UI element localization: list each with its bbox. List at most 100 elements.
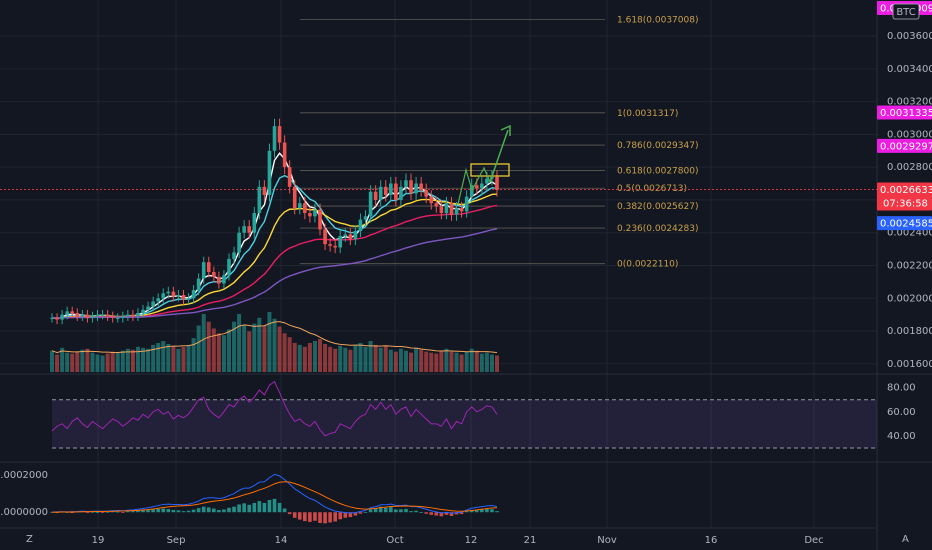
fibonacci-retracement[interactable]: 1.618(0.0037008) 1(0.0031317) 0.786(0.0029…: [0, 16, 877, 270]
candle-body[interactable]: [60, 314, 64, 320]
candle-body[interactable]: [303, 203, 307, 214]
candle-body[interactable]: [50, 317, 54, 319]
candle-body[interactable]: [237, 232, 241, 253]
candle-body[interactable]: [348, 234, 353, 240]
candle-body[interactable]: [70, 311, 75, 314]
candle-body[interactable]: [282, 142, 287, 168]
candle-body[interactable]: [464, 196, 469, 212]
wave-drawing[interactable]: [457, 166, 491, 205]
candle-body[interactable]: [227, 258, 231, 276]
candle-body[interactable]: [75, 313, 80, 317]
candle-body[interactable]: [100, 314, 105, 316]
candlesticks[interactable]: [50, 118, 499, 325]
candle-body[interactable]: [358, 219, 363, 232]
corner-right-label[interactable]: A: [902, 534, 909, 545]
candle-body[interactable]: [389, 183, 393, 196]
price-tag-bg: [877, 216, 932, 231]
candle-body[interactable]: [287, 167, 292, 187]
candle-body[interactable]: [333, 245, 337, 248]
candle-body[interactable]: [191, 290, 196, 299]
candle-body[interactable]: [480, 183, 484, 189]
candle-body[interactable]: [95, 314, 100, 317]
candle-body[interactable]: [292, 186, 297, 209]
candle-body[interactable]: [454, 208, 459, 215]
candle-body[interactable]: [126, 314, 130, 317]
candle-body[interactable]: [308, 213, 312, 217]
candle-body[interactable]: [232, 252, 236, 259]
candle-body[interactable]: [222, 275, 226, 284]
candle-body[interactable]: [196, 278, 201, 291]
candle-body[interactable]: [449, 203, 454, 215]
candle-body[interactable]: [120, 316, 125, 318]
candle-body[interactable]: [394, 183, 398, 200]
candle-body[interactable]: [267, 150, 272, 196]
candle-body[interactable]: [242, 226, 246, 233]
candle-body[interactable]: [313, 209, 317, 217]
candle-body[interactable]: [105, 314, 110, 317]
candle-body[interactable]: [176, 294, 181, 297]
candle-body[interactable]: [343, 234, 348, 236]
candle-body[interactable]: [444, 203, 449, 214]
candle-body[interactable]: [252, 213, 257, 233]
rectangle-drawing[interactable]: [470, 163, 510, 177]
candle-body[interactable]: [272, 126, 277, 151]
candle-body[interactable]: [90, 316, 95, 318]
candle-body[interactable]: [434, 203, 439, 207]
volume-bar: [338, 345, 343, 372]
user-drawings[interactable]: [457, 124, 511, 205]
projection-arrow-line[interactable]: [489, 129, 509, 183]
candle-body[interactable]: [429, 196, 434, 204]
candle-body[interactable]: [262, 186, 267, 196]
candle-body[interactable]: [110, 316, 115, 318]
candle-body[interactable]: [424, 190, 429, 197]
candle-body[interactable]: [404, 180, 408, 187]
candle-body[interactable]: [363, 216, 368, 220]
candle-body[interactable]: [212, 272, 216, 277]
candle-body[interactable]: [439, 206, 444, 214]
candle-body[interactable]: [338, 235, 343, 248]
candle-body[interactable]: [171, 291, 176, 297]
candle-body[interactable]: [257, 186, 262, 214]
candle-body[interactable]: [217, 276, 221, 284]
candle-body[interactable]: [55, 317, 59, 320]
candle-body[interactable]: [206, 262, 211, 273]
candle-body[interactable]: [353, 231, 358, 240]
candle-body[interactable]: [328, 244, 332, 246]
candle-body[interactable]: [378, 186, 383, 200]
candle-body[interactable]: [414, 183, 418, 194]
candle-body[interactable]: [419, 183, 423, 191]
candle-body[interactable]: [181, 294, 186, 300]
corner-left-label[interactable]: Z: [26, 534, 33, 545]
candle-body[interactable]: [323, 229, 327, 245]
candle-body[interactable]: [368, 191, 373, 217]
candle-body[interactable]: [65, 311, 69, 315]
candle-body[interactable]: [136, 313, 140, 317]
candle-body[interactable]: [459, 208, 464, 212]
candle-body[interactable]: [399, 186, 403, 200]
candle-body[interactable]: [495, 176, 499, 191]
candle-body[interactable]: [166, 291, 171, 294]
candle-body[interactable]: [277, 126, 282, 143]
candle-body[interactable]: [131, 314, 135, 317]
candle-body[interactable]: [383, 186, 388, 196]
candle-body[interactable]: [141, 309, 145, 314]
candle-body[interactable]: [409, 180, 413, 194]
candle-body[interactable]: [80, 314, 85, 317]
candle-body[interactable]: [156, 298, 160, 302]
candle-body[interactable]: [85, 314, 90, 318]
candle-body[interactable]: [161, 293, 166, 299]
candle-body[interactable]: [474, 185, 479, 189]
candle-body[interactable]: [115, 317, 120, 319]
candle-body[interactable]: [247, 226, 252, 233]
candle-body[interactable]: [146, 306, 150, 310]
candle-body[interactable]: [297, 203, 302, 209]
candle-body[interactable]: [318, 209, 322, 230]
volume-bar: [272, 318, 277, 372]
candle-body[interactable]: [485, 178, 489, 184]
candle-body[interactable]: [186, 298, 191, 300]
candle-body[interactable]: [373, 191, 378, 200]
candle-body[interactable]: [151, 301, 155, 307]
candle-body[interactable]: [201, 262, 206, 279]
volume-bar: [105, 353, 110, 372]
